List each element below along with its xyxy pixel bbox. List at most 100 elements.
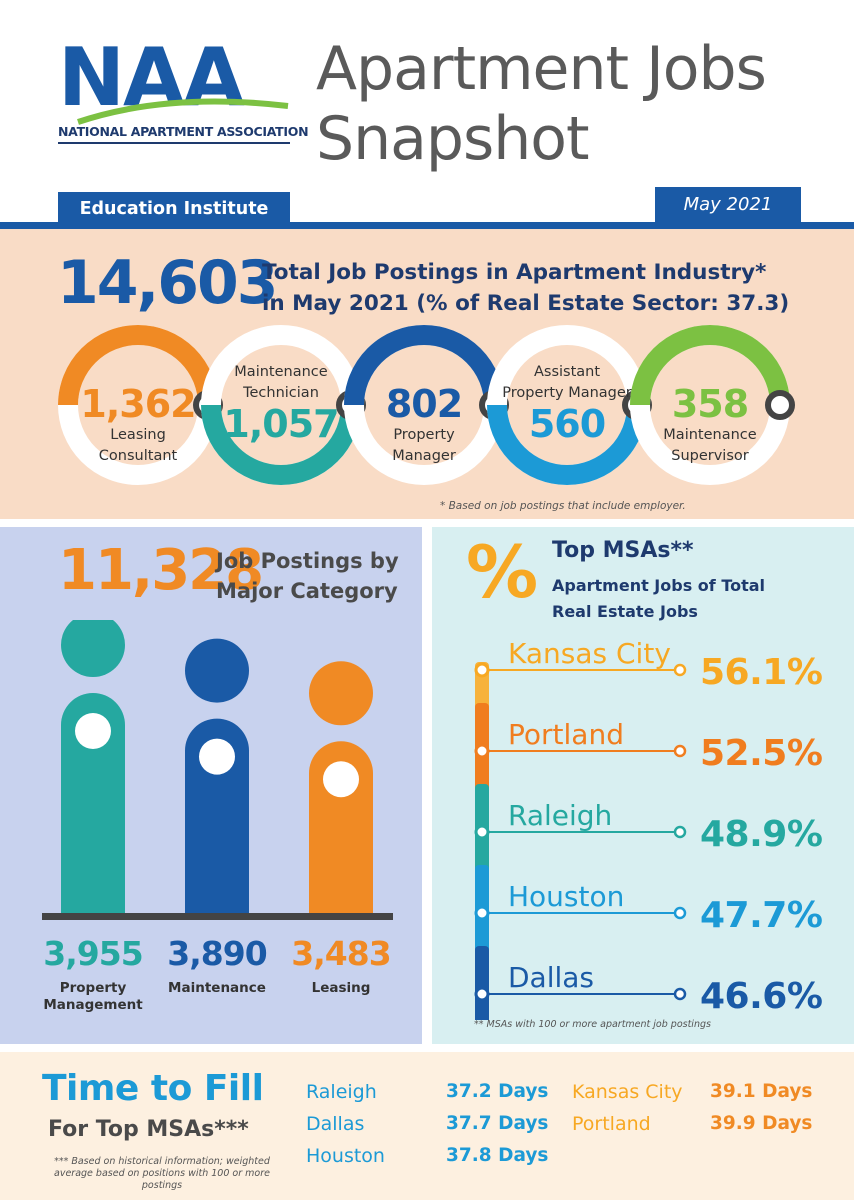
category-figure-3: 3,483 Leasing bbox=[291, 661, 392, 996]
category-label-line-1: Property bbox=[60, 980, 127, 996]
msa-start-node-icon bbox=[474, 986, 490, 1002]
header-rule bbox=[0, 222, 854, 229]
ttf-days: 39.1 Days bbox=[710, 1081, 813, 1102]
role-label-line-1: Maintenance bbox=[663, 427, 756, 443]
total-postings-number: 14,603 bbox=[57, 248, 279, 318]
total-footnote: * Based on job postings that include emp… bbox=[440, 500, 686, 512]
msa-end-node-icon bbox=[673, 744, 687, 758]
msa-percent: 47.7% bbox=[700, 895, 822, 936]
time-to-fill-footnote: *** Based on historical information; wei… bbox=[54, 1156, 270, 1191]
ttf-city: Houston bbox=[306, 1145, 385, 1167]
total-postings-description: Total Job Postings in Apartment Industry… bbox=[262, 257, 789, 319]
category-total-number: 11,328 bbox=[58, 538, 264, 603]
msa-start-node-icon bbox=[474, 905, 490, 921]
time-to-fill-panel bbox=[0, 1052, 854, 1200]
role-value: 802 bbox=[386, 382, 462, 426]
figure-head bbox=[309, 661, 373, 726]
category-label-line-1: Maintenance bbox=[168, 980, 266, 996]
org-name: NATIONAL APARTMENT ASSOCIATION bbox=[58, 124, 309, 139]
date-badge: May 2021 bbox=[655, 187, 801, 223]
ttf-city: Raleigh bbox=[306, 1081, 377, 1103]
figure-head bbox=[61, 620, 125, 677]
total-desc-line-2: in May 2021 (% of Real Estate Sector: 37… bbox=[262, 291, 790, 316]
figure-body bbox=[185, 718, 249, 913]
ttf-col2-days: 39.1 Days 39.9 Days bbox=[710, 1076, 812, 1140]
msa-percent: 48.9% bbox=[700, 814, 822, 855]
category-baseline bbox=[42, 913, 393, 920]
msa-row-3: Raleigh 48.9% bbox=[474, 799, 823, 855]
msa-row-2: Portland 52.5% bbox=[474, 718, 823, 774]
msa-panel bbox=[432, 527, 854, 1044]
msa-city: Kansas City bbox=[508, 637, 671, 670]
total-desc-line-1: Total Job Postings in Apartment Industry… bbox=[262, 260, 767, 285]
msa-start-node-icon bbox=[474, 824, 490, 840]
category-figures: 3,955PropertyManagement3,890Maintenance3… bbox=[42, 620, 393, 1013]
naa-logo: NAA NATIONAL APARTMENT ASSOCIATION Educa… bbox=[58, 38, 309, 226]
ttf-col1-days: 37.2 Days 37.7 Days 37.8 Days bbox=[446, 1076, 548, 1172]
msa-footnote: ** MSAs with 100 or more apartment job p… bbox=[474, 1019, 711, 1030]
category-value: 3,483 bbox=[291, 934, 390, 973]
role-label-line-1: Property bbox=[393, 427, 455, 443]
msa-city: Dallas bbox=[508, 961, 594, 994]
role-label-line-1: Assistant bbox=[534, 364, 600, 380]
category-label-line-2: Management bbox=[43, 997, 143, 1013]
category-desc-line-2: Major Category bbox=[216, 579, 398, 603]
ttf-days: 37.8 Days bbox=[446, 1145, 549, 1166]
role-ring-4: 560 Assistant Property Manager bbox=[487, 325, 652, 485]
msa-start-node-icon bbox=[474, 743, 490, 759]
msa-end-node-icon bbox=[673, 906, 687, 920]
title-line-1: Apartment Jobs bbox=[316, 34, 767, 104]
msa-track-segment bbox=[475, 946, 489, 1020]
category-value: 3,890 bbox=[167, 934, 266, 973]
logo-divider bbox=[58, 142, 290, 144]
ttf-col2-cities: Kansas City Portland bbox=[572, 1076, 683, 1140]
msa-row-4: Houston 47.7% bbox=[474, 880, 823, 936]
msa-city: Houston bbox=[508, 880, 624, 913]
role-value: 358 bbox=[672, 382, 748, 426]
msa-start-node-icon bbox=[474, 662, 490, 678]
role-ring-2: 1,057 Maintenance Technician bbox=[201, 325, 366, 485]
msa-city: Portland bbox=[508, 718, 624, 751]
page-title: Apartment Jobs Snapshot bbox=[316, 34, 767, 174]
ttf-city: Dallas bbox=[306, 1113, 365, 1135]
category-label-line-1: Leasing bbox=[312, 980, 371, 996]
ring-arc bbox=[58, 325, 218, 406]
msa-row-5: Dallas 46.6% bbox=[474, 961, 823, 1017]
role-label-line-2: Consultant bbox=[99, 448, 178, 464]
time-to-fill-title: Time to Fill bbox=[42, 1068, 264, 1109]
msa-list: Kansas City 56.1% Portland 52.5% Raleigh 48.9… bbox=[474, 637, 823, 1020]
category-figure-2: 3,890 Maintenance bbox=[167, 638, 268, 996]
role-label-line-2: Supervisor bbox=[671, 448, 749, 464]
ttf-days: 37.7 Days bbox=[446, 1113, 549, 1134]
msa-end-node-icon bbox=[673, 825, 687, 839]
ring-arc bbox=[487, 404, 647, 485]
role-label-line-1: Leasing bbox=[110, 427, 166, 443]
msa-end-node-icon bbox=[673, 987, 687, 1001]
ring-node-icon bbox=[765, 390, 795, 420]
role-value: 1,362 bbox=[80, 382, 195, 426]
ttf-days: 39.9 Days bbox=[710, 1113, 813, 1134]
msa-percent: 46.6% bbox=[700, 976, 822, 1017]
org-unit-badge: Education Institute bbox=[58, 192, 290, 226]
ttf-col1-cities: Raleigh Dallas Houston bbox=[306, 1076, 385, 1172]
figure-dot-icon bbox=[75, 713, 111, 749]
logo-swoosh-icon bbox=[77, 98, 289, 125]
title-line-2: Snapshot bbox=[316, 104, 589, 174]
category-desc-line-1: Job Postings by bbox=[216, 549, 399, 573]
percent-icon: % bbox=[466, 530, 539, 614]
ring-arc bbox=[630, 325, 790, 406]
msa-item-5 bbox=[475, 946, 489, 1020]
msa-percent: 56.1% bbox=[700, 652, 822, 693]
msa-row-1: Kansas City 56.1% bbox=[474, 637, 823, 693]
figure-head bbox=[185, 638, 249, 703]
category-description: Job Postings by Major Category bbox=[216, 546, 399, 606]
msa-sub-line-1: Apartment Jobs of Total bbox=[552, 576, 766, 595]
ring-arc bbox=[344, 325, 504, 406]
role-value: 1,057 bbox=[223, 402, 338, 446]
figure-body bbox=[61, 693, 125, 913]
msa-percent: 52.5% bbox=[700, 733, 822, 774]
